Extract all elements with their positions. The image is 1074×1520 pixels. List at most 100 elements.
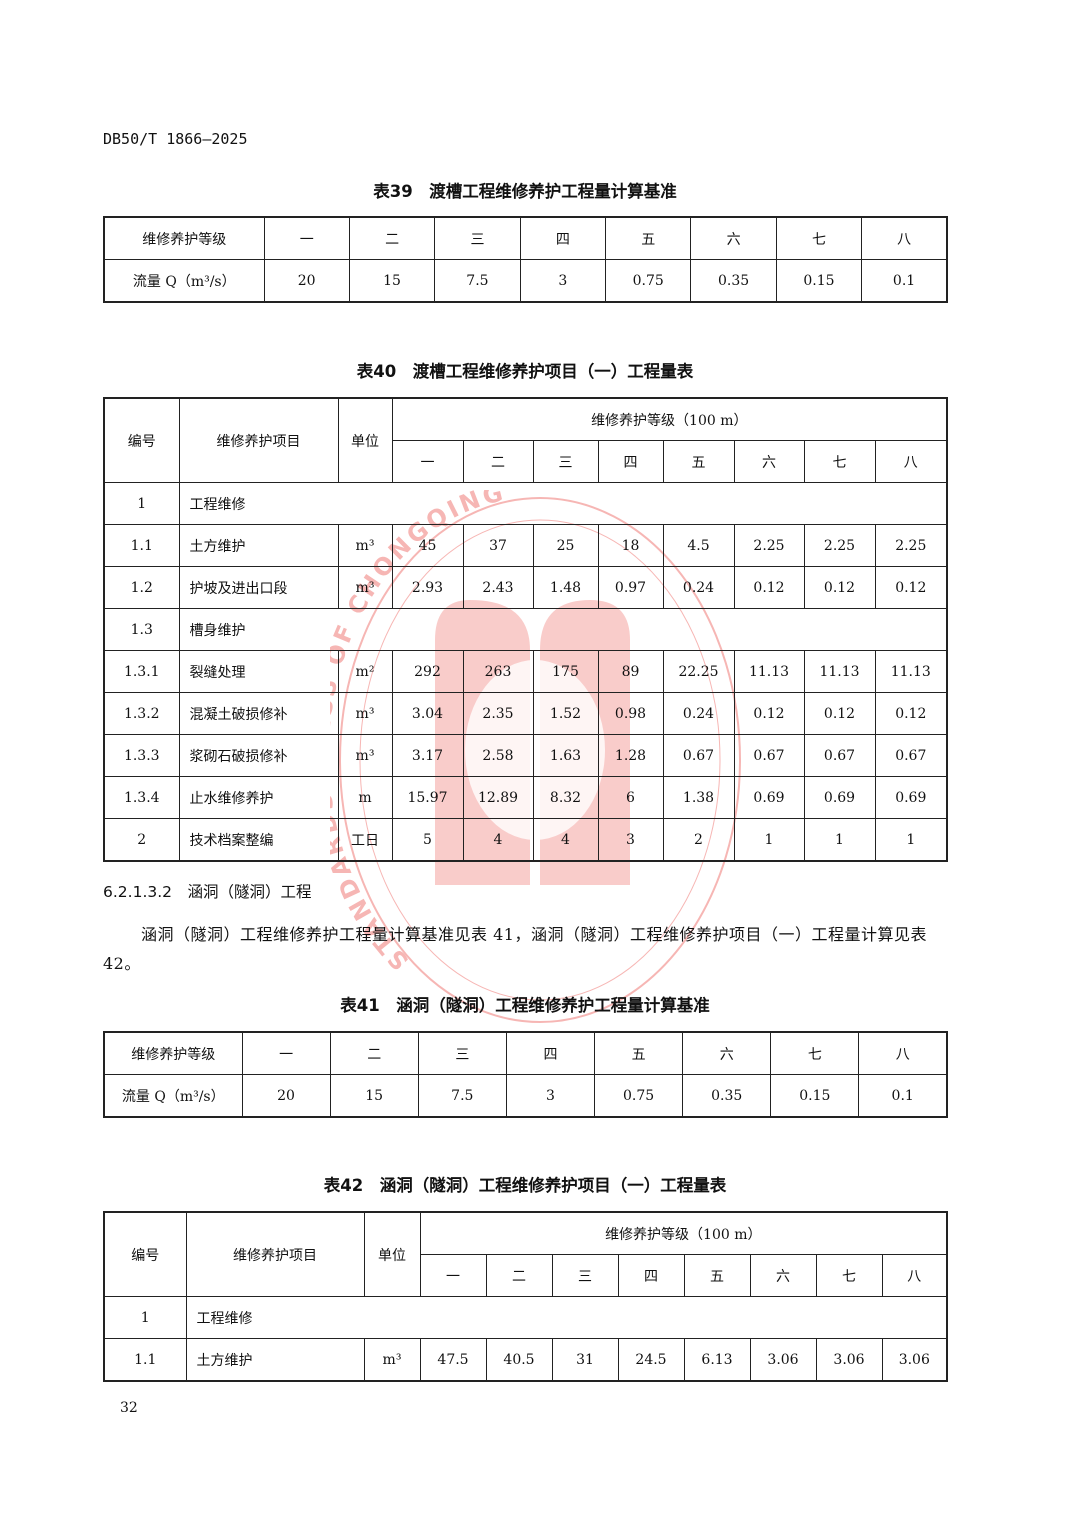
grade-header: 四 <box>597 440 664 483</box>
grade-label: 维修养护等级 <box>103 1031 243 1075</box>
flow-value: 0.35 <box>690 259 777 303</box>
row-number: 1.3.2 <box>103 692 180 735</box>
row-unit: m³ <box>363 1338 421 1382</box>
row-item: 技术档案整编 <box>178 818 339 862</box>
row-value: 2 <box>662 818 735 862</box>
grade-label: 维修养护等级 <box>103 216 265 260</box>
row-number: 1.3.4 <box>103 776 180 819</box>
grade-header: 二 <box>348 216 436 260</box>
grade-header: 七 <box>815 1254 883 1297</box>
row-unit: m³ <box>337 566 393 609</box>
section-paragraph: 涵洞（隧洞）工程维修养护工程量计算基准见表 41，涵洞（隧洞）工程维修养护项目（… <box>103 925 927 973</box>
table-row: 1 工程维修 <box>103 1296 948 1339</box>
row-value: 292 <box>391 650 464 693</box>
flow-value: 7.5 <box>417 1074 507 1118</box>
row-value: 47.5 <box>419 1338 487 1382</box>
flow-label: 流量 Q（m³/s） <box>103 259 265 303</box>
flow-value: 3 <box>505 1074 596 1118</box>
grade-header: 五 <box>604 216 692 260</box>
row-value: 0.69 <box>874 776 948 819</box>
row-value: 1 <box>803 818 876 862</box>
flow-value: 0.1 <box>858 1074 948 1118</box>
row-number: 1.2 <box>103 566 180 609</box>
header-unit: 单位 <box>363 1211 421 1297</box>
row-value: 2.35 <box>462 692 534 735</box>
grade-header: 四 <box>617 1254 685 1297</box>
section-heading: 6.2.1.3.2 涵洞（隧洞）工程 <box>103 883 312 901</box>
row-value: 40.5 <box>485 1338 553 1382</box>
header-item: 维修养护项目 <box>185 1211 365 1297</box>
table-row: 1.3.4 止水维修养护 m 15.97 12.89 8.32 6 1.38 0.69 0.69 0… <box>103 776 948 819</box>
row-value: 3 <box>597 818 664 862</box>
grade-header: 七 <box>775 216 863 260</box>
header-row: 一二三四五六七八 <box>104 440 948 483</box>
row-value: 1.38 <box>662 776 735 819</box>
row-value: 175 <box>532 650 599 693</box>
row-value: 0.12 <box>874 692 948 735</box>
row-value: 2.93 <box>391 566 464 609</box>
row-value: 31 <box>551 1338 619 1382</box>
grade-header: 五 <box>593 1031 684 1075</box>
row-number: 1.1 <box>103 1338 187 1382</box>
row-value: 6.13 <box>683 1338 751 1382</box>
row-value: 0.24 <box>662 692 735 735</box>
flow-row: 流量 Q（m³/s） 20 15 7.5 3 0.75 0.35 0.15 0.1 <box>103 1074 948 1118</box>
row-value: 6 <box>597 776 664 819</box>
row-value: 0.12 <box>733 566 805 609</box>
grade-header: 五 <box>683 1254 751 1297</box>
grade-header: 一 <box>241 1031 331 1075</box>
flow-value: 0.35 <box>682 1074 772 1118</box>
row-item: 裂缝处理 <box>178 650 339 693</box>
table-row: 1.1 土方维护 m³ 47.5 40.5 31 24.5 6.13 3.06 3.06 3.06 <box>103 1338 948 1382</box>
grade-header: 八 <box>861 216 948 260</box>
row-value: 18 <box>597 524 664 567</box>
header-item: 维修养护项目 <box>178 397 339 483</box>
table-row: 1.3.3 浆砌石破损修补 m³ 3.17 2.58 1.63 1.28 0.67 0.67 0.… <box>103 734 948 777</box>
row-value: 0.67 <box>874 734 948 777</box>
row-number: 2 <box>103 818 180 862</box>
row-value: 0.97 <box>597 566 664 609</box>
row-value: 1 <box>874 818 948 862</box>
table41: 维修养护等级一二三四五六七八流量 Q（m³/s） 20 15 7.5 3 0.75 0.35… <box>103 1031 948 1118</box>
row-unit: 工日 <box>337 818 393 862</box>
table-row: 2 技术档案整编 工日 5 4 4 3 2 1 1 1 <box>103 818 948 862</box>
flow-value: 0.15 <box>775 259 863 303</box>
row-value: 2.25 <box>803 524 876 567</box>
grade-header: 六 <box>749 1254 817 1297</box>
grade-header: 四 <box>505 1031 596 1075</box>
row-unit: m <box>337 776 393 819</box>
flow-value: 0.15 <box>770 1074 860 1118</box>
row-item: 土方维护 <box>185 1338 365 1382</box>
header-row: 编号 维修养护项目 单位 维修养护等级（100 m） <box>103 397 948 483</box>
row-value: 0.67 <box>803 734 876 777</box>
flow-value: 3 <box>519 259 607 303</box>
row-value: 3.06 <box>749 1338 817 1382</box>
header-no: 编号 <box>103 397 180 483</box>
row-item: 工程维修 <box>185 1296 948 1339</box>
table-row: 1.3 槽身维护 <box>103 608 948 651</box>
row-value: 2.25 <box>874 524 948 567</box>
row-number: 1 <box>103 482 180 525</box>
grade-header: 二 <box>329 1031 419 1075</box>
grade-header: 八 <box>881 1254 948 1297</box>
table39: 维修养护等级一二三四五六七八流量 Q（m³/s） 20 15 7.5 3 0.75 0.35… <box>103 216 948 303</box>
row-value: 0.69 <box>803 776 876 819</box>
grade-header: 二 <box>485 1254 553 1297</box>
row-value: 2.25 <box>733 524 805 567</box>
flow-value: 20 <box>263 259 350 303</box>
row-value: 1.48 <box>532 566 599 609</box>
table-row: 1.3.2 混凝土破损修补 m³ 3.04 2.35 1.52 0.98 0.24 0.12 0.… <box>103 692 948 735</box>
grade-header: 六 <box>733 440 805 483</box>
table39-caption: 表39 渡槽工程维修养护工程量计算基准 <box>373 182 677 201</box>
flow-label: 流量 Q（m³/s） <box>103 1074 243 1118</box>
table42-caption: 表42 涵洞（隧洞）工程维修养护项目（一）工程量表 <box>323 1176 727 1195</box>
header-row: 编号 维修养护项目 单位 维修养护等级（100 m） <box>103 1211 948 1297</box>
row-number: 1.3.3 <box>103 734 180 777</box>
row-unit: m² <box>337 650 393 693</box>
row-number: 1 <box>103 1296 187 1339</box>
row-item: 护坡及进出口段 <box>178 566 339 609</box>
grade-header: 八 <box>874 440 948 483</box>
row-value: 0.98 <box>597 692 664 735</box>
row-value: 12.89 <box>462 776 534 819</box>
row-value: 3.06 <box>881 1338 948 1382</box>
